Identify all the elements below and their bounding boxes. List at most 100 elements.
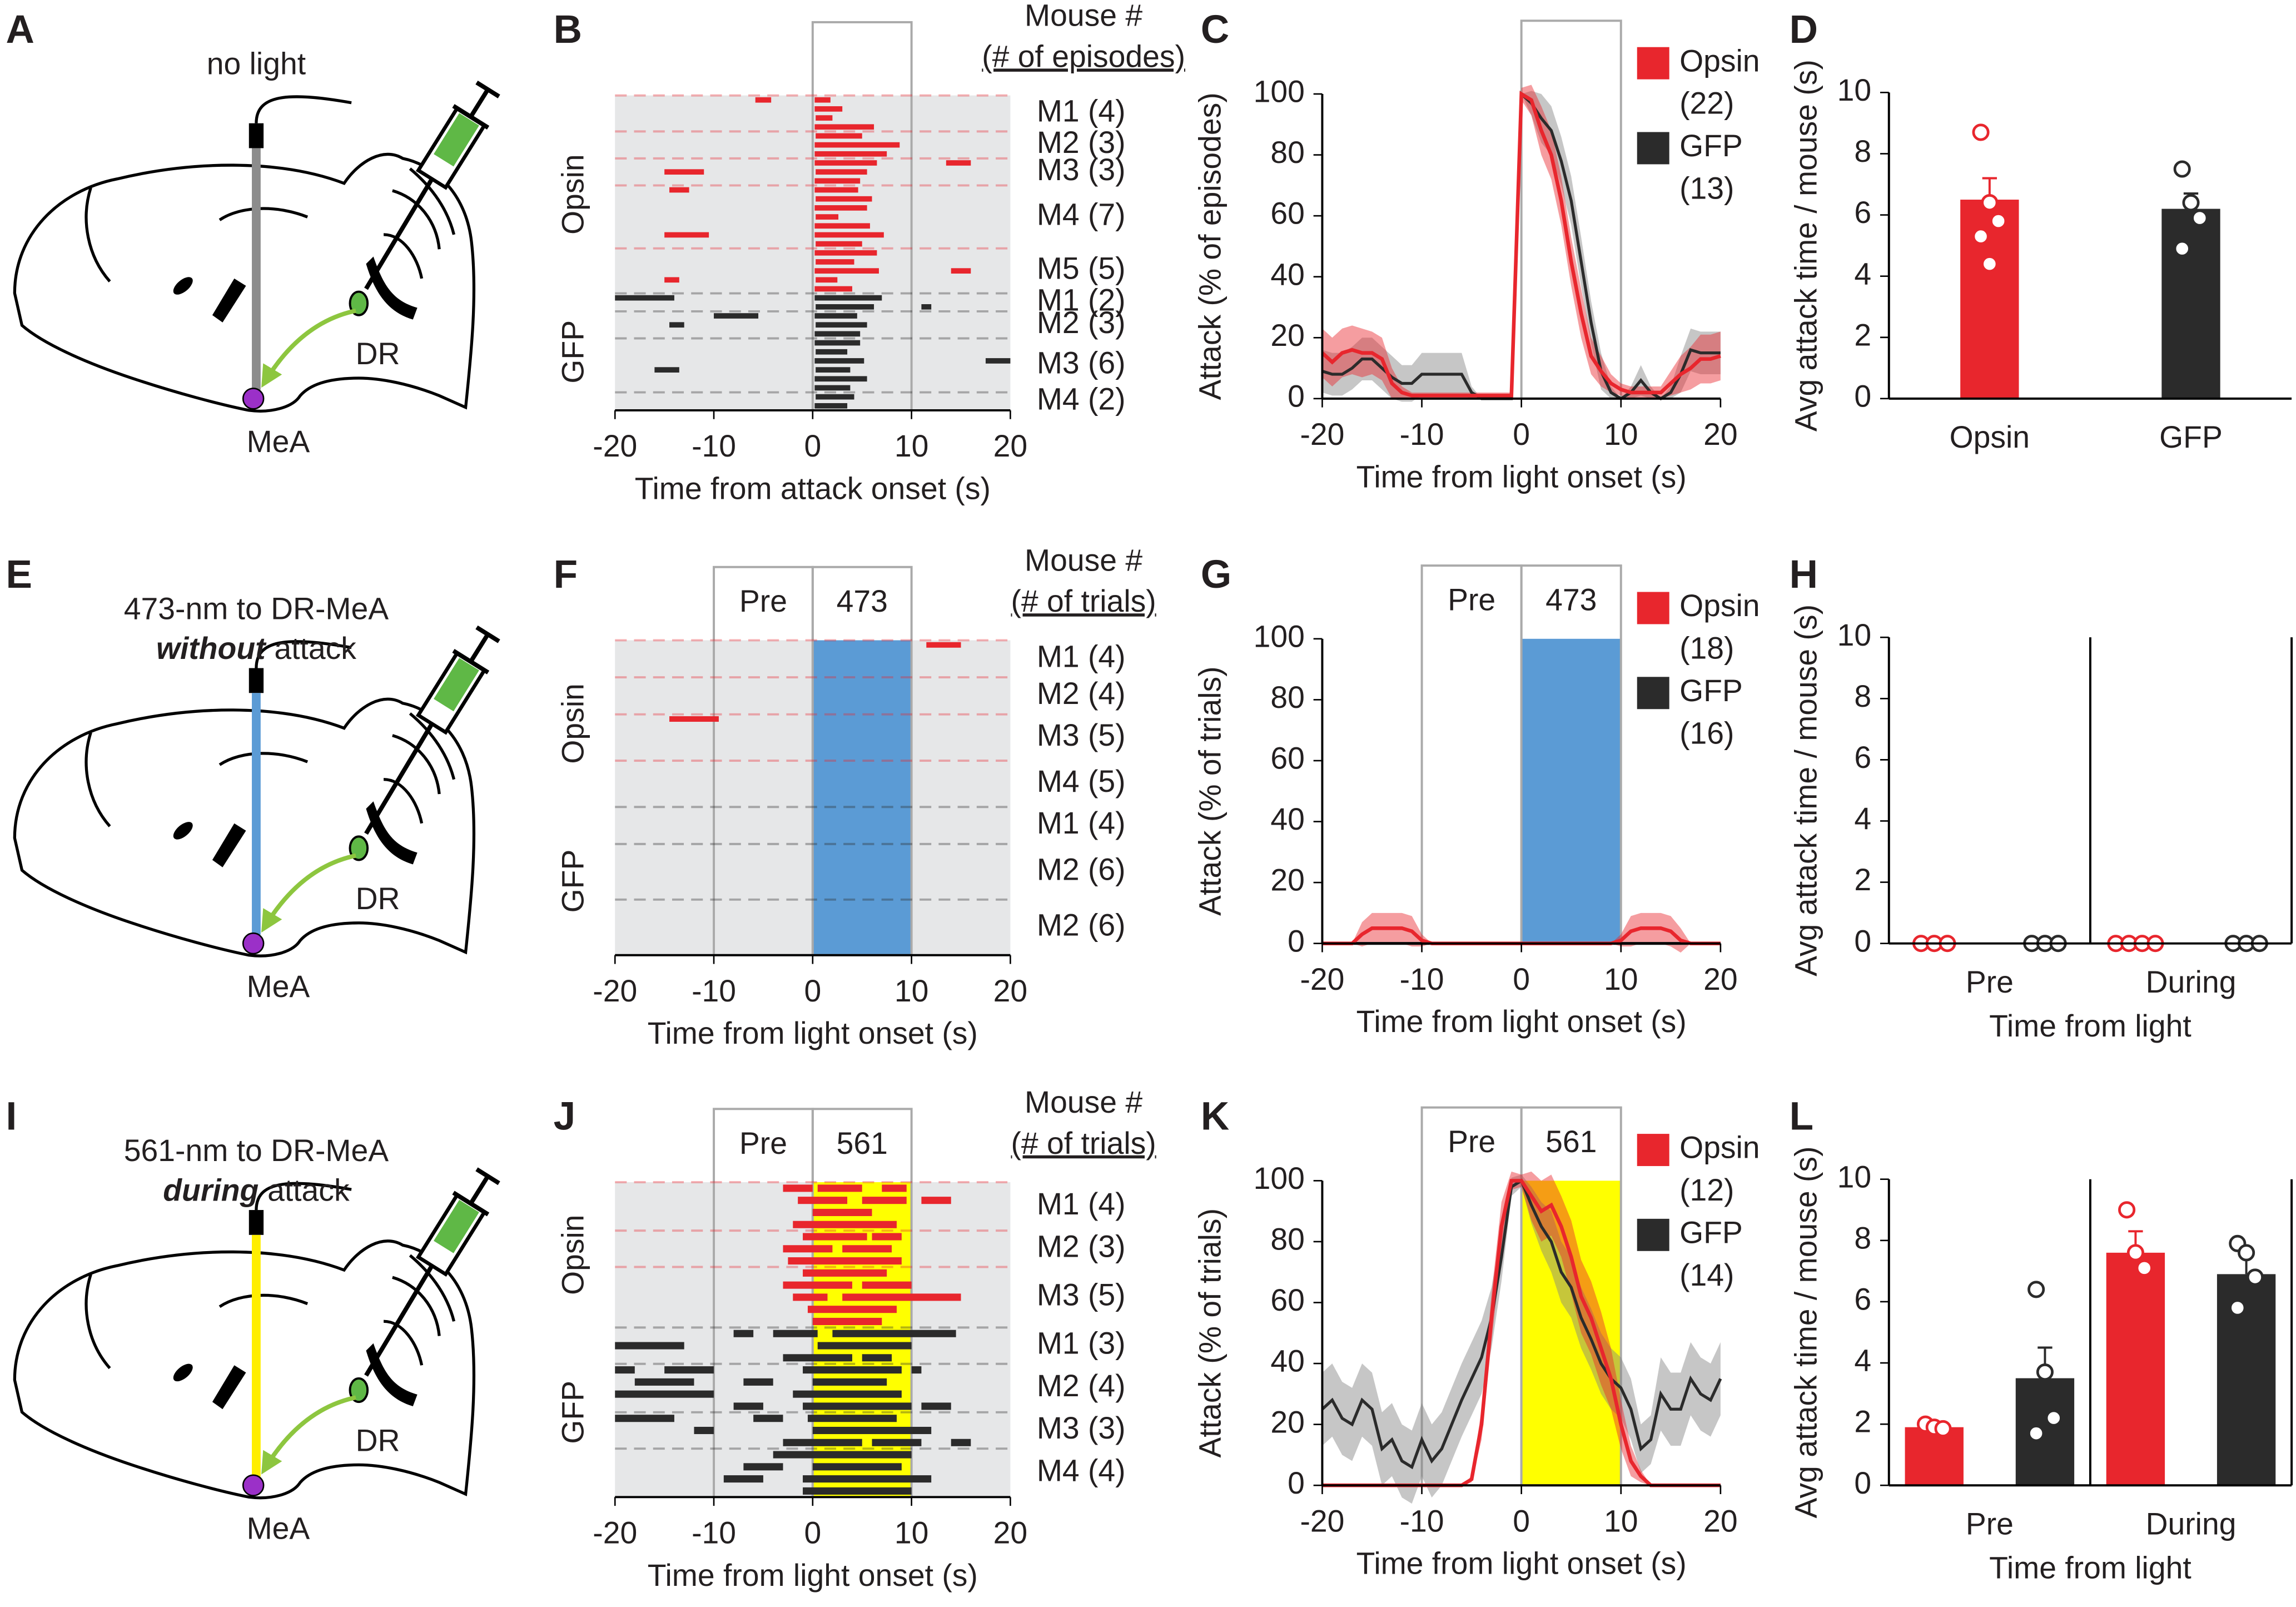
y-tick-label: 4: [1854, 256, 1871, 291]
attack-bout: [664, 232, 709, 238]
category-label: Pre: [1966, 1507, 2014, 1541]
mouse-label: M3 (5): [1037, 718, 1126, 752]
legend-label: Opsin: [1679, 43, 1760, 78]
caption-text: attack: [274, 631, 356, 665]
x-axis-label: Time from light onset (s): [648, 1558, 978, 1593]
attack-bout: [743, 1463, 783, 1471]
mouse-label: M4 (5): [1037, 764, 1126, 798]
subheader: (# of trials): [1011, 1126, 1156, 1160]
attack-bout: [814, 142, 900, 148]
x-tick-label: 10: [894, 974, 929, 1008]
x-tick-label: 0: [1513, 417, 1530, 452]
mouse-point: [2045, 1409, 2063, 1427]
category-label: Pre: [1966, 965, 2014, 999]
attack-bout: [788, 1257, 902, 1265]
attack-bout: [669, 716, 719, 722]
mouse-label: M2 (4): [1037, 676, 1126, 711]
attack-bout: [816, 304, 874, 310]
x-tick-label: 20: [993, 1515, 1028, 1550]
mouse-label: M3 (3): [1037, 1411, 1126, 1445]
legend-label: Opsin: [1679, 1130, 1760, 1165]
x-tick-label: 0: [804, 974, 821, 1008]
attack-bout: [814, 124, 874, 130]
attack-bout: [872, 1233, 902, 1241]
light-period: [1521, 1181, 1621, 1486]
header: Mouse #: [1025, 543, 1142, 577]
attack-bout: [921, 1197, 951, 1204]
panel-letter: I: [6, 1095, 17, 1139]
window-label: Pre: [1448, 1124, 1495, 1159]
attack-bout: [783, 1184, 813, 1192]
attack-bout: [615, 1366, 635, 1374]
y-tick-label: 80: [1270, 680, 1305, 715]
caption-text: attack: [267, 1173, 350, 1207]
mouse-label: M2 (6): [1037, 852, 1126, 886]
attack-bout: [911, 1366, 922, 1374]
y-tick-label: 60: [1270, 1283, 1305, 1317]
attack-bout: [723, 1475, 763, 1483]
x-axis-label: Time from attack onset (s): [635, 471, 991, 505]
attack-bout: [814, 205, 867, 211]
attack-bout: [814, 97, 831, 103]
y-tick-label: 40: [1270, 1344, 1305, 1378]
attack-bout: [814, 286, 852, 292]
legend-label: GFP: [1679, 1215, 1743, 1249]
attack-bout: [793, 1293, 828, 1301]
mouse-label: M1 (3): [1037, 1326, 1126, 1361]
mouse-label: M3 (6): [1037, 346, 1126, 380]
x-tick-label: 0: [1513, 962, 1530, 996]
mouse-point: [2036, 1363, 2054, 1381]
attack-bout: [803, 1366, 902, 1374]
y-tick-label: 40: [1270, 802, 1305, 836]
header: Mouse #: [1025, 0, 1142, 33]
mea-site: [242, 388, 265, 410]
mouse-point: [2173, 240, 2191, 257]
bar: [2161, 209, 2220, 399]
y-tick-label: 6: [1854, 195, 1871, 230]
region-label: DR: [356, 1423, 400, 1457]
y-tick-label: 2: [1854, 1405, 1871, 1439]
attack-bout: [882, 1184, 907, 1192]
attack-bout: [783, 1439, 862, 1446]
attack-bout: [872, 1439, 922, 1446]
attack-bout: [817, 1342, 912, 1350]
mea-site: [242, 1474, 265, 1496]
light-period: [812, 640, 912, 955]
attack-bout: [814, 331, 861, 337]
x-tick-label: -10: [692, 1515, 736, 1550]
attack-bout: [814, 106, 843, 112]
attack-bout: [807, 1306, 897, 1313]
mouse-label: M2 (3): [1037, 305, 1126, 340]
x-tick-label: -10: [1400, 1504, 1444, 1538]
bar: [1960, 200, 2019, 399]
y-tick-label: 10: [1837, 73, 1872, 107]
attack-bout: [773, 1330, 818, 1337]
x-axis-label: Time from light: [1989, 1009, 2191, 1043]
attack-bout: [814, 151, 887, 157]
category-label: During: [2146, 1507, 2237, 1541]
attack-bout: [814, 232, 884, 238]
attack-bout: [816, 349, 848, 355]
group-label: GFP: [556, 320, 590, 384]
y-tick-label: 6: [1854, 1282, 1871, 1317]
y-tick-label: 10: [1837, 1159, 1872, 1194]
y-tick-label: 40: [1270, 257, 1305, 291]
x-tick-label: 20: [1703, 417, 1738, 452]
y-tick-label: 20: [1270, 863, 1305, 897]
group-label: Opsin: [556, 683, 590, 763]
caption: 473-nm to DR-MeA: [124, 591, 389, 626]
attack-bout: [753, 1415, 783, 1422]
mouse-label: M4 (7): [1037, 197, 1126, 232]
legend-count: (12): [1679, 1173, 1734, 1207]
attack-bout: [814, 403, 848, 409]
attack-bout: [816, 394, 854, 400]
mouse-point: [1981, 194, 1999, 212]
mouse-label: M1 (4): [1037, 806, 1126, 840]
x-tick-label: -10: [692, 974, 736, 1008]
y-tick-label: 60: [1270, 196, 1305, 231]
legend-swatch: [1637, 1218, 1669, 1251]
caption: no light: [207, 47, 306, 81]
category-label: During: [2146, 965, 2237, 999]
attack-bout: [816, 133, 862, 139]
attack-bout: [946, 160, 971, 166]
